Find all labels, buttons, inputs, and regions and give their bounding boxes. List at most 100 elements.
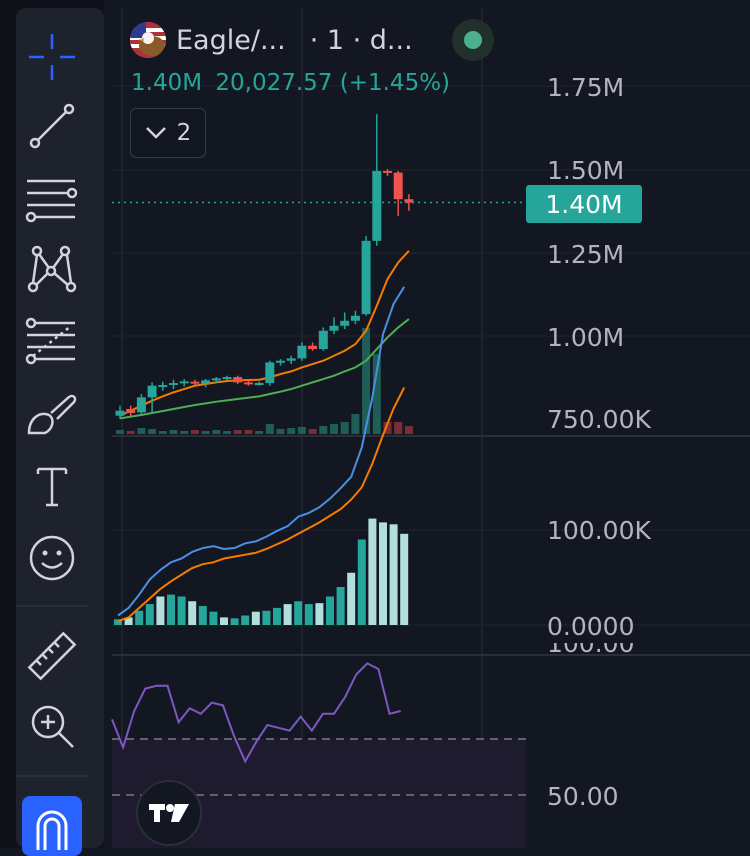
volume-bar bbox=[372, 354, 381, 434]
volume-bar bbox=[330, 424, 338, 434]
candle-body bbox=[383, 170, 392, 173]
price-axis-label: 1.50M bbox=[547, 156, 625, 185]
candle-body bbox=[158, 385, 168, 388]
volume-bars bbox=[116, 328, 413, 434]
candle-body bbox=[233, 377, 243, 383]
rsi-axis-label: 100.00 bbox=[547, 643, 635, 658]
candle bbox=[254, 381, 264, 386]
candle-body bbox=[404, 199, 414, 203]
macd-histogram-bar bbox=[315, 603, 324, 625]
signal-line bbox=[117, 387, 406, 623]
macd-histogram-bar bbox=[379, 522, 387, 625]
status-dot-icon bbox=[464, 31, 482, 49]
candle bbox=[222, 375, 232, 381]
volume-bar bbox=[201, 431, 210, 434]
candle-body bbox=[361, 240, 371, 315]
candle bbox=[115, 405, 125, 419]
volume-bar bbox=[287, 428, 296, 434]
volume-bar bbox=[394, 422, 403, 434]
macd-histogram-bar bbox=[336, 587, 345, 625]
candle-body bbox=[222, 377, 232, 380]
horizontal-lines-icon[interactable] bbox=[22, 170, 82, 230]
fib-retracement-icon[interactable] bbox=[22, 312, 82, 372]
candle bbox=[158, 381, 168, 391]
volume-bar bbox=[340, 422, 349, 434]
symbol-header[interactable]: Eagle/... · 1 · d... bbox=[130, 20, 413, 60]
macd-histogram-bar bbox=[114, 619, 122, 625]
market-status-indicator[interactable] bbox=[452, 19, 494, 61]
pattern-icon[interactable] bbox=[22, 238, 82, 298]
rsi-axis-label: 50.00 bbox=[547, 782, 619, 811]
candle-body bbox=[372, 170, 382, 241]
ruler-icon[interactable] bbox=[22, 626, 82, 686]
candle bbox=[297, 342, 307, 361]
magnet-icon[interactable] bbox=[22, 796, 82, 856]
volume-bar bbox=[383, 422, 392, 434]
volume-bar bbox=[126, 431, 135, 434]
volume-bar bbox=[297, 427, 306, 434]
volume-bar bbox=[244, 430, 253, 434]
macd-histogram-bar bbox=[262, 610, 271, 625]
volume-bar bbox=[169, 430, 178, 434]
interval-label[interactable]: · 1 · d... bbox=[309, 24, 413, 56]
macd-histogram-bar bbox=[389, 524, 398, 625]
macd-histogram-bar bbox=[357, 539, 366, 625]
zoom-in-icon[interactable] bbox=[22, 696, 82, 756]
candle-body bbox=[350, 315, 360, 321]
candle bbox=[350, 310, 360, 325]
macd-histogram-bar bbox=[156, 596, 165, 625]
emoji-icon[interactable] bbox=[22, 528, 82, 588]
indicators-toggle-button[interactable]: 2 bbox=[130, 108, 206, 158]
indicator-axis-label: 100.00K bbox=[547, 516, 651, 545]
text-icon[interactable] bbox=[22, 456, 82, 516]
macd-histogram-bar bbox=[198, 606, 207, 625]
crosshair-icon[interactable] bbox=[22, 27, 82, 87]
candle bbox=[404, 194, 414, 211]
candle-body bbox=[286, 358, 296, 361]
volume-bar bbox=[255, 431, 264, 434]
price-axis-label: 1.00M bbox=[547, 323, 625, 352]
indicator-axis-label: 0.0000 bbox=[547, 612, 635, 641]
macd-histogram-bar bbox=[326, 596, 334, 625]
toolbar-divider bbox=[16, 605, 88, 607]
candle-body bbox=[276, 360, 285, 363]
candle bbox=[243, 379, 253, 386]
candle bbox=[361, 235, 371, 316]
toolbar-divider bbox=[16, 775, 88, 777]
ma-slow-line bbox=[119, 318, 410, 420]
volume-bar bbox=[308, 429, 317, 434]
macd-histogram-bar bbox=[230, 618, 239, 625]
candle-body bbox=[318, 330, 328, 350]
candle bbox=[276, 359, 285, 366]
indicators-count: 2 bbox=[176, 120, 192, 146]
candle-body bbox=[308, 345, 318, 350]
macd-histogram-bar bbox=[209, 611, 218, 625]
volume-bar bbox=[351, 414, 360, 434]
brush-icon[interactable] bbox=[22, 384, 82, 444]
volume-bar bbox=[158, 431, 167, 434]
candle bbox=[179, 379, 189, 387]
macd-histogram-bar bbox=[167, 594, 175, 625]
macd-histogram-bar bbox=[177, 596, 186, 625]
macd-pane bbox=[114, 286, 409, 625]
candle-body bbox=[243, 382, 253, 385]
candle bbox=[340, 312, 350, 330]
candle bbox=[147, 382, 157, 413]
symbol-name[interactable]: Eagle/... bbox=[176, 24, 286, 56]
tradingview-logo[interactable] bbox=[136, 780, 202, 846]
candle-body bbox=[169, 383, 178, 386]
moving-averages bbox=[119, 250, 410, 420]
candle-body bbox=[126, 409, 136, 414]
macd-histogram-bar bbox=[135, 610, 144, 625]
macd-histogram-bar bbox=[273, 607, 281, 625]
trend-line-icon[interactable] bbox=[22, 96, 82, 156]
volume-bar bbox=[265, 424, 274, 434]
rsi-line bbox=[111, 662, 401, 764]
candle bbox=[393, 170, 403, 216]
price-change: 20,027.57 (+1.45%) bbox=[215, 70, 451, 96]
macd-line bbox=[117, 286, 406, 617]
chart-area[interactable] bbox=[112, 8, 750, 848]
candle-body bbox=[201, 380, 211, 384]
candle bbox=[190, 379, 200, 386]
